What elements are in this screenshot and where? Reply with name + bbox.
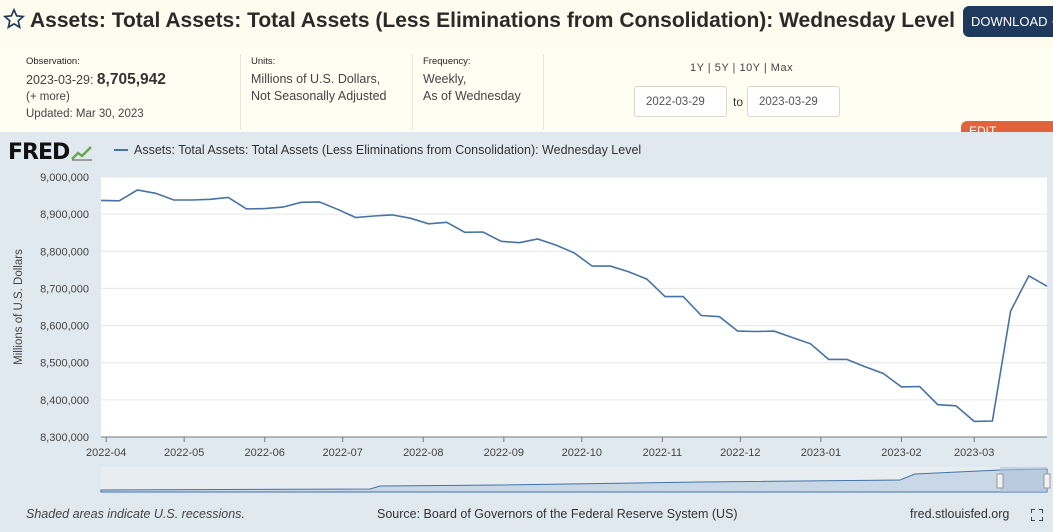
x-tick-label: 2023-02 <box>881 447 921 459</box>
observation-label: Observation: <box>26 56 80 67</box>
legend-swatch <box>114 149 128 151</box>
observation-value: 8,705,942 <box>96 71 166 88</box>
range-selector[interactable]: 1Y | 5Y | 10Y | Max <box>690 62 794 74</box>
units-block: Units: Millions of U.S. Dollars, Not Sea… <box>251 56 387 105</box>
navigator-selection[interactable] <box>1000 467 1047 492</box>
updated-date: Updated: Mar 30, 2023 <box>26 108 144 120</box>
navigator-handle-left[interactable] <box>996 473 1004 489</box>
frequency-block: Frequency: Weekly, As of Wednesday <box>423 56 521 105</box>
series-metadata: Observation: 2023-03-29: 8,705,942 (+ mo… <box>0 48 1053 155</box>
more-link[interactable]: (+ more) <box>26 91 70 103</box>
observation-date: 2023-03-29: <box>26 73 94 87</box>
units-label: Units: <box>251 56 276 67</box>
series-title: Assets: Total Assets: Total Assets (Less… <box>30 9 955 32</box>
plot-area <box>101 177 1047 437</box>
observation-block: Observation: 2023-03-29: 8,705,942 (+ mo… <box>26 56 166 123</box>
y-tick-label: 8,900,000 <box>40 209 89 221</box>
fred-logo: FRED <box>8 140 93 165</box>
units-line-2: Not Seasonally Adjusted <box>251 89 387 103</box>
chart-legend: Assets: Total Assets: Total Assets (Less… <box>114 143 641 157</box>
frequency-line-1: Weekly, <box>423 72 467 86</box>
legend-label: Assets: Total Assets: Total Assets (Less… <box>134 143 642 157</box>
y-tick-label: 8,700,000 <box>40 283 89 295</box>
fred-logo-text: FRED <box>8 140 70 165</box>
x-tick-label: 2022-12 <box>720 447 760 459</box>
units-line-1: Millions of U.S. Dollars, <box>251 72 381 86</box>
x-axis-ticks: 2022-04 2022-05 2022-06 2022-07 2022-08 2022-… <box>86 437 994 459</box>
navigator-series <box>100 468 1048 493</box>
series-line[interactable] <box>100 189 1048 423</box>
divider <box>412 54 413 130</box>
y-tick-label: 8,400,000 <box>40 395 89 407</box>
navigator-handle-right[interactable] <box>1043 473 1051 489</box>
title-bar: Assets: Total Assets: Total Assets (Less… <box>0 0 1053 48</box>
x-tick-label: 2022-10 <box>562 447 602 459</box>
star-icon[interactable] <box>3 8 25 30</box>
y-axis-ticks: 8,300,000 8,400,000 8,500,000 8,600,000 8,70… <box>40 172 89 444</box>
x-tick-label: 2023-03 <box>954 447 994 459</box>
trend-graph-icon <box>71 146 93 161</box>
x-tick-label: 2022-08 <box>403 447 443 459</box>
divider <box>543 54 544 130</box>
y-tick-label: 9,000,000 <box>40 172 89 184</box>
to-label: to <box>733 95 744 109</box>
x-tick-label: 2022-09 <box>484 447 524 459</box>
download-label: DOWNLOAD <box>971 14 1048 29</box>
download-icon <box>1051 20 1053 23</box>
x-tick-label: 2022-06 <box>245 447 285 459</box>
x-tick-label: 2022-11 <box>643 447 683 459</box>
x-tick-label: 2023-01 <box>801 447 841 459</box>
source-note: Source: Board of Governors of the Federa… <box>377 507 738 521</box>
y-tick-label: 8,500,000 <box>40 358 89 370</box>
frequency-label: Frequency: <box>423 56 471 67</box>
recession-note: Shaded areas indicate U.S. recessions. <box>26 507 245 521</box>
y-axis-label: Millions of U.S. Dollars <box>13 249 25 365</box>
y-tick-label: 8,300,000 <box>40 432 89 444</box>
date-to-input[interactable]: 2023-03-29 <box>747 86 840 117</box>
y-tick-label: 8,800,000 <box>40 246 89 258</box>
divider <box>240 54 241 130</box>
x-tick-label: 2022-07 <box>323 447 363 459</box>
date-from-input[interactable]: 2022-03-29 <box>634 86 727 117</box>
site-link[interactable]: fred.stlouisfed.org <box>910 507 1010 521</box>
frequency-line-2: As of Wednesday <box>423 89 521 103</box>
x-tick-label: 2022-04 <box>86 447 126 459</box>
fullscreen-icon[interactable] <box>1031 509 1043 521</box>
download-button[interactable]: DOWNLOAD <box>963 6 1053 37</box>
y-tick-label: 8,600,000 <box>40 321 89 333</box>
x-tick-label: 2022-05 <box>164 447 204 459</box>
